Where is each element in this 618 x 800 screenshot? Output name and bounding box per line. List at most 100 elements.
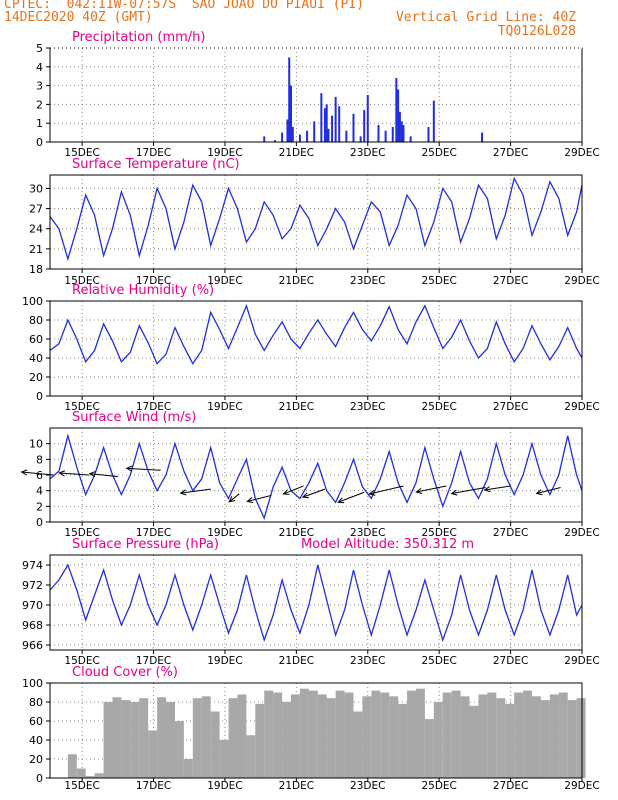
precip-bar <box>363 110 366 142</box>
x-tick-label: 25DEC <box>421 655 456 667</box>
cloud-bar <box>460 696 470 778</box>
precip-bar <box>313 121 316 142</box>
cloud-bar <box>246 735 256 778</box>
x-tick-label: 19DEC <box>207 655 242 667</box>
y-tick-label: 3 <box>36 80 43 93</box>
panel-title: Surface Temperature (nC) <box>72 157 240 172</box>
x-tick-label: 19DEC <box>207 401 242 413</box>
x-tick-label: 21DEC <box>279 527 314 539</box>
header-grid-line: Vertical Grid Line: 40Z <box>395 10 576 25</box>
cloud-bar <box>237 694 247 778</box>
y-tick-label: 6 <box>36 469 43 482</box>
y-tick-label: 0 <box>36 516 43 529</box>
y-tick-label: 2 <box>36 98 43 111</box>
precip-bar <box>323 108 326 142</box>
cloud-bar <box>505 703 515 778</box>
x-tick-label: 27DEC <box>493 147 528 159</box>
cloud-bar <box>407 690 416 778</box>
y-tick-label: 0 <box>36 136 43 149</box>
cloud-bar <box>219 740 229 778</box>
cloud-bar <box>344 692 354 778</box>
header-date: 14DEC2020 40Z (GMT) <box>4 10 153 25</box>
precip-bar <box>402 125 405 142</box>
x-tick-label: 21DEC <box>279 401 314 413</box>
precip-bar <box>384 130 387 142</box>
x-tick-label: 19DEC <box>207 527 242 539</box>
precip-bar <box>290 85 293 142</box>
panel-frame <box>49 300 583 397</box>
y-tick-label: 60 <box>29 715 43 728</box>
x-tick-label: 25DEC <box>421 401 456 413</box>
cloud-bar <box>451 690 461 778</box>
precip-bar <box>281 132 284 142</box>
cloud-bar <box>353 711 363 778</box>
precip-bar <box>377 125 380 142</box>
precip-bar <box>263 136 266 142</box>
cloud-bar <box>282 702 292 778</box>
wind-vector <box>228 493 240 503</box>
x-tick-label: 23DEC <box>350 780 385 792</box>
wind-vector-arrowhead <box>415 487 423 494</box>
cloud-bar <box>523 690 533 778</box>
precip-bar <box>395 78 398 142</box>
x-tick-label: 23DEC <box>350 275 385 287</box>
cloud-bar <box>576 698 586 778</box>
wind-vector <box>89 473 118 478</box>
header-run-id: TQ0126L028 <box>497 24 576 39</box>
y-tick-label: 4 <box>36 485 43 498</box>
precip-bar <box>409 136 412 142</box>
y-tick-label: 1 <box>36 117 43 130</box>
precip-bar <box>481 132 484 142</box>
cloud-bar <box>549 694 559 778</box>
precip-bar <box>320 93 323 142</box>
y-tick-label: 60 <box>29 333 43 346</box>
x-tick-label: 27DEC <box>493 780 528 792</box>
cloud-bar <box>76 768 86 778</box>
cloud-bar <box>424 719 434 778</box>
cloud-bar <box>487 692 497 778</box>
x-tick-label: 27DEC <box>493 401 528 413</box>
y-tick-label: 80 <box>29 314 43 327</box>
cloud-bar <box>291 694 300 778</box>
y-tick-label: 970 <box>22 599 43 612</box>
cloud-bar <box>273 692 283 778</box>
y-tick-label: 4 <box>36 61 43 74</box>
panel-title: Relative Humidity (%) <box>72 283 214 298</box>
y-tick-label: 966 <box>22 639 43 652</box>
y-tick-label: 20 <box>29 371 43 384</box>
wind-vector-arrowhead <box>179 489 187 496</box>
cloud-bar <box>398 703 408 778</box>
y-tick-label: 80 <box>29 696 43 709</box>
x-tick-label: 17DEC <box>136 147 171 159</box>
cloud-bar <box>192 698 202 778</box>
y-tick-label: 30 <box>29 182 43 195</box>
precip-bar <box>338 106 341 142</box>
wind-vector-arrowhead <box>58 470 66 477</box>
x-tick-label: 25DEC <box>421 780 456 792</box>
wind-vector-arrowhead <box>282 489 290 495</box>
precip-bar <box>298 134 301 142</box>
cloud-bar <box>317 694 327 778</box>
header-station: CPTEC: 042:11W-07:57S SAO JOAO DO PIAUI … <box>4 0 365 12</box>
x-tick-label: 21DEC <box>279 655 314 667</box>
wind-vector <box>247 494 272 502</box>
cloud-bar <box>415 688 425 778</box>
wind-vector-arrowhead <box>337 497 345 504</box>
wind-vector-arrowhead <box>301 492 309 499</box>
x-tick-label: 27DEC <box>493 655 528 667</box>
cloud-bar <box>228 698 238 778</box>
precip-bar <box>427 126 430 142</box>
x-tick-label: 29DEC <box>564 655 599 667</box>
wind-vector-arrowhead <box>450 489 458 496</box>
y-tick-label: 100 <box>22 677 43 690</box>
x-tick-label: 29DEC <box>564 401 599 413</box>
y-tick-label: 18 <box>29 263 43 276</box>
cloud-bar <box>567 700 577 778</box>
y-tick-label: 21 <box>29 243 43 256</box>
wind-vector-arrowhead <box>20 469 28 476</box>
precip-bar <box>366 95 369 142</box>
cloud-bar <box>85 776 95 778</box>
wind-vector <box>338 491 365 503</box>
y-tick-label: 27 <box>29 203 43 216</box>
